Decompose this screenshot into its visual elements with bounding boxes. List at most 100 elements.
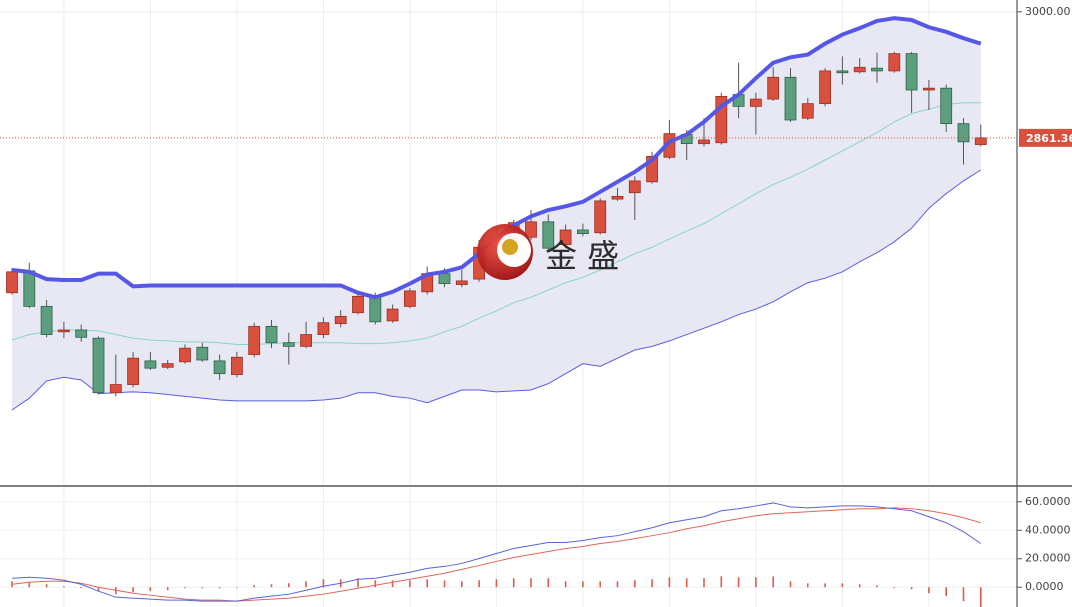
macd-hist-bar xyxy=(599,581,601,588)
dea-line xyxy=(11,507,981,602)
macd-hist-bar xyxy=(374,580,377,588)
candle-body xyxy=(92,337,105,394)
candle-body xyxy=(784,76,797,121)
candle-body xyxy=(230,356,243,375)
candle-body xyxy=(282,342,295,347)
macd-hist-bar xyxy=(97,587,100,592)
candle-body xyxy=(923,87,935,91)
candle-body xyxy=(628,180,641,194)
macd-hist-bar xyxy=(893,587,896,589)
macd-hist-bar xyxy=(218,587,221,589)
candle-body xyxy=(161,363,174,368)
macd-hist-bar xyxy=(564,581,567,588)
price-panel xyxy=(0,0,1017,485)
macd-hist-bar xyxy=(184,587,186,589)
macd-hist-bar xyxy=(512,578,515,588)
macd-hist-bar xyxy=(409,580,411,588)
y-tick-label: 40.0000 xyxy=(1025,523,1071,536)
candle-body xyxy=(871,67,883,72)
candle-body xyxy=(369,296,382,323)
macd-hist-bar xyxy=(720,576,723,588)
candle-body xyxy=(23,270,36,307)
y-tick-label: 20.0000 xyxy=(1025,552,1071,565)
candle-body xyxy=(698,139,710,145)
macd-hist-bar xyxy=(236,587,238,588)
macd-hist-bar xyxy=(461,581,463,588)
candle-body xyxy=(577,229,589,235)
macd-hist-bar xyxy=(530,578,532,588)
candle-body xyxy=(75,329,88,338)
candle-body xyxy=(248,325,261,355)
candle-body xyxy=(767,76,780,100)
macd-hist-bar xyxy=(858,584,861,588)
macd-hist-bar xyxy=(80,587,82,589)
macd-hist-bar xyxy=(928,587,930,594)
candle-body xyxy=(559,229,572,245)
macd-hist-bar xyxy=(478,580,480,588)
macd-hist-bar xyxy=(789,581,792,588)
macd-hist-bar xyxy=(824,583,826,588)
candle-body xyxy=(750,98,762,107)
logo-coin xyxy=(502,239,518,255)
candle-body xyxy=(127,357,139,385)
candle-body xyxy=(611,195,624,200)
macd-hist-bar xyxy=(305,581,307,588)
macd-hist-bar xyxy=(426,579,428,588)
macd-hist-bar xyxy=(322,579,325,588)
macd-hist-bar xyxy=(132,587,134,593)
macd-hist-bar xyxy=(876,585,878,588)
macd-hist-bar xyxy=(616,581,619,588)
middle-band xyxy=(11,102,981,346)
macd-hist-bar xyxy=(443,580,446,588)
macd-hist-bar xyxy=(495,579,498,588)
macd-hist-bar xyxy=(703,578,705,588)
logo: 金 盛 xyxy=(477,224,619,280)
macd-hist-bar xyxy=(391,580,394,588)
candle-body xyxy=(196,346,209,361)
y-tick-label: 3000.00 xyxy=(1025,5,1071,18)
candle-body xyxy=(300,334,313,347)
candle-body xyxy=(455,280,468,285)
candle-body xyxy=(646,155,658,183)
macd-hist-bar xyxy=(634,580,636,588)
candle-body xyxy=(179,347,191,363)
candle-body xyxy=(144,360,157,369)
candle-body xyxy=(940,87,953,125)
lower-band xyxy=(11,169,982,411)
candle-body xyxy=(888,53,901,72)
candle-body xyxy=(352,295,364,314)
macd-hist-bar xyxy=(962,587,965,602)
candle-body xyxy=(836,70,849,74)
dif-line xyxy=(11,502,982,602)
macd-hist-bar xyxy=(685,578,688,588)
macd-hist-bar xyxy=(28,582,31,588)
macd-hist-bar xyxy=(270,584,273,588)
macd-hist-bar xyxy=(945,587,947,597)
macd-hist-bar xyxy=(772,576,774,588)
macd-hist-bar xyxy=(288,583,290,588)
y-tick-label: 60.0000 xyxy=(1025,495,1071,508)
y-tick-label: 0.0000 xyxy=(1025,580,1064,593)
macd-hist-bar xyxy=(737,577,740,588)
macd-hist-bar xyxy=(253,585,255,588)
macd-hist-bar xyxy=(357,578,359,588)
macd-hist-bar xyxy=(807,583,809,588)
price-marker-label: 2861.36 xyxy=(1026,132,1072,145)
macd-hist-bar xyxy=(910,587,913,590)
candle-body xyxy=(58,329,70,333)
candle-body xyxy=(213,360,226,375)
macd-hist-bar xyxy=(547,578,550,588)
macd-hist-bar xyxy=(651,579,653,588)
macd-hist-bar xyxy=(45,584,48,588)
candle-body xyxy=(525,221,537,238)
macd-hist-bar xyxy=(63,586,65,588)
candle-body xyxy=(542,221,555,249)
price-marker-box xyxy=(1019,128,1072,147)
candle-body xyxy=(974,137,987,145)
candle-body xyxy=(40,305,53,335)
candle-body xyxy=(853,66,866,73)
candle-body xyxy=(957,123,970,143)
candle-body xyxy=(438,273,451,285)
candle-body xyxy=(109,384,122,394)
